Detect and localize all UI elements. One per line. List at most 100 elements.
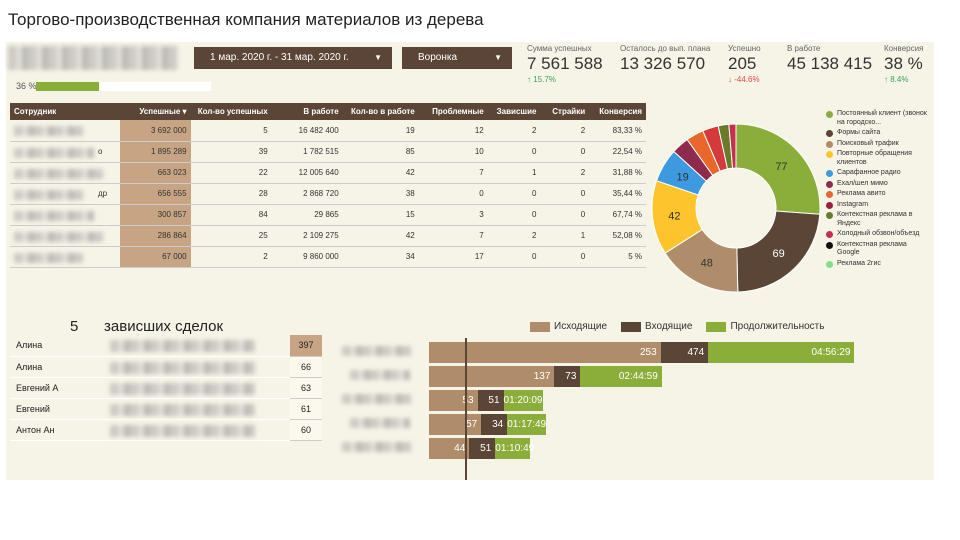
hanging-deal-blurred [110,361,255,374]
legend-item[interactable]: Ехал/шел мимо [826,180,930,189]
table-row[interactable]: 663 023 22 12 005 640 42 7 1 2 31,88 % [10,162,646,184]
employee-name-blurred [14,210,94,221]
date-range-picker[interactable]: 1 мар. 2020 г. - 31 мар. 2020 г. ▼ [194,47,392,69]
table-cell: 286 864 [119,225,191,247]
calls-bar-row[interactable]: 53 51 01:20:09 [429,390,544,411]
hanging-employee-name: Евгений А [16,382,59,393]
table-row[interactable]: 300 857 84 29 865 15 3 0 0 67,74 % [10,204,646,226]
hanging-row[interactable]: Евгений 61 [10,398,322,420]
kpi-value: 7 561 588 [527,54,603,73]
donut-slice[interactable] [728,123,737,169]
calls-bar-row[interactable]: 253 474 04:56:29 [429,342,855,363]
hanging-deal-blurred [110,382,255,395]
hanging-row[interactable]: Антон Ан 60 [10,419,322,441]
calls-bar-row[interactable]: 44 51 01:10:49 [429,438,534,459]
legend-item[interactable]: Реклама авито [826,190,930,199]
table-cell: 2 [487,120,541,142]
donut-slice[interactable] [735,123,821,215]
legend-dot-icon [826,140,833,148]
lead-source-legend: Постоянный клиент (звонок на городско...… [826,110,930,270]
table-row[interactable]: 286 864 25 2 109 275 42 7 2 1 52,08 % [10,225,646,247]
company-logo-blurred [8,46,178,70]
table-cell: 2 109 275 [271,225,343,247]
column-header-sorted[interactable]: Успешные ▾ [119,103,191,120]
legend-label: Повторные обращения клиентов [837,150,912,166]
bar-segment-incoming: 73 [554,366,581,387]
calls-bar-row[interactable]: 57 34 01:17:49 [429,414,546,435]
hanging-row[interactable]: Евгений А 63 [10,377,322,399]
column-header[interactable]: Кол-во успешных [190,103,272,120]
legend-swatch-duration [706,321,727,332]
funnel-select[interactable]: Воронка ▼ [402,47,512,69]
bar-segment-outgoing: 53 [429,390,478,411]
calls-bar-row[interactable]: 137 73 02:44:59 [429,366,662,387]
kpi-success-count: Успешно 205 ↓ -44.6% [728,44,761,84]
column-header[interactable]: Проблемные [418,103,488,120]
column-header[interactable]: Зависшие [487,103,541,120]
donut-slice[interactable] [736,210,821,293]
kpi-label: Сумма успешных [527,44,592,53]
column-header[interactable]: Кол-во в работе [342,103,419,120]
legend-item[interactable]: Реклама 2гис [826,260,930,269]
table-cell: 663 023 [119,162,191,184]
bar-segment-incoming: 51 [469,438,496,459]
table-cell: 25 [190,225,272,247]
calls-legend: Исходящие Входящие Продолжительность [530,321,824,332]
hanging-employee-cell: Алина [10,356,290,378]
table-row[interactable]: др 656 555 28 2 868 720 38 0 0 0 35,44 % [10,183,646,205]
hanging-deals-label: зависших сделок [104,318,224,335]
kpi-label: Успешно [728,44,761,53]
table-cell: 0 [540,246,590,268]
table-cell: 31,88 % [589,162,646,184]
donut-slice-label: 19 [677,171,689,183]
legend-item[interactable]: Instagram [826,201,930,210]
table-cell: 0 [540,141,590,163]
legend-dot-icon [826,151,833,158]
bar-segment-outgoing: 253 [429,342,661,363]
plan-progress-fill [36,82,99,91]
bar-segment-duration: 01:10:49 [495,438,534,459]
bar-chart-axis [465,338,467,480]
hanging-employee-cell: Антон Ан [10,419,290,441]
employee-name-cell [10,204,120,226]
table-cell: 5 % [589,246,646,268]
column-header[interactable]: Конверсия [589,103,646,120]
legend-item[interactable]: Повторные обращения клиентов [826,150,930,167]
legend-label-incoming: Входящие [645,321,693,332]
legend-item[interactable]: Контекстная реклама Google [826,241,930,258]
donut-slice-label: 42 [668,210,680,222]
legend-item[interactable]: Поисковый трафик [826,140,930,149]
bar-segment-outgoing: 57 [429,414,482,435]
column-header[interactable]: В работе [271,103,343,120]
legend-item[interactable]: Сарафанное радио [826,169,930,178]
bar-label-blurred [350,370,410,380]
column-header[interactable]: Страйки [540,103,590,120]
legend-label: Формы сайта [837,129,881,136]
legend-item[interactable]: Постоянный клиент (звонок на городско... [826,110,930,127]
chevron-down-icon: ▼ [494,53,502,62]
hanging-employee-name: Антон Ан [16,424,55,435]
table-row[interactable]: 3 692 000 5 16 482 400 19 12 2 2 83,33 % [10,120,646,142]
table-cell: 7 [418,225,488,247]
employee-name-cell [10,225,120,247]
kpi-delta: ↑ 15.7% [527,75,556,84]
legend-item[interactable]: Холодный обзвон/объезд [826,230,930,239]
employee-name-blurred [14,147,94,158]
column-header[interactable]: Сотрудник [10,103,120,120]
bar-segment-duration: 02:44:59 [580,366,662,387]
table-cell: 38 [342,183,419,205]
employee-name-suffix: др [98,189,108,198]
legend-item[interactable]: Контекстная реклама в Яндекс [826,211,930,228]
bar-label-blurred [342,442,412,452]
hanging-row[interactable]: Алина 66 [10,356,322,378]
table-cell: 12 [418,120,488,142]
employee-name-cell [10,120,120,142]
legend-item[interactable]: Формы сайта [826,129,930,138]
employee-name-cell: о [10,141,120,163]
table-row[interactable]: 67 000 2 9 860 000 34 17 0 0 5 % [10,246,646,268]
hanging-row[interactable]: Алина 397 [10,335,322,357]
page-title: Торгово-производственная компания матери… [8,10,484,29]
legend-label: Реклама авито [837,190,886,197]
legend-swatch-incoming [621,321,642,332]
